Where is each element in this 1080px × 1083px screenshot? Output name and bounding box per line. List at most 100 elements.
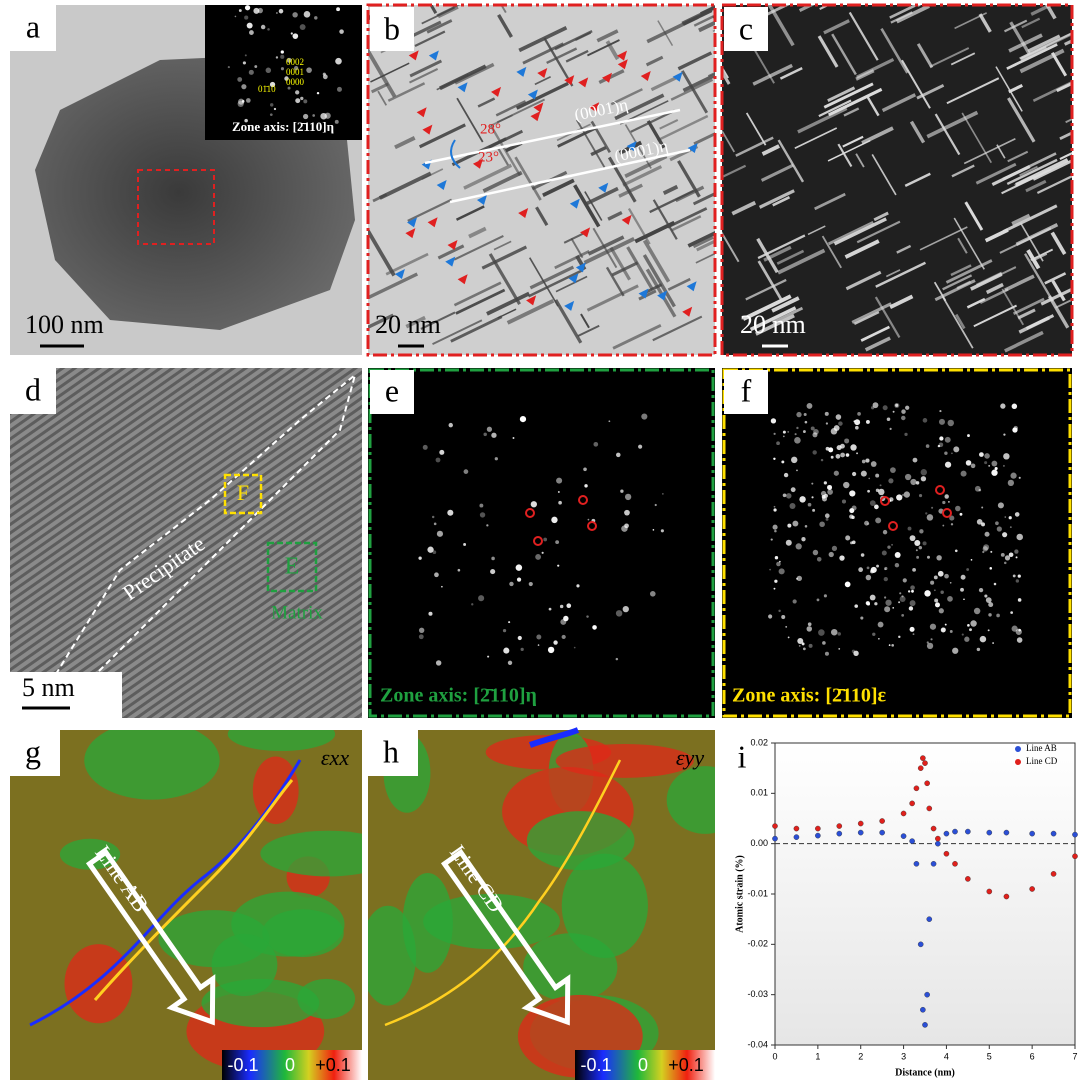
legend-marker	[1015, 746, 1021, 752]
diffraction-spot	[820, 458, 824, 462]
panel-label: b	[384, 10, 400, 46]
precipitate-streak	[1030, 5, 1055, 16]
diffraction-spot	[989, 567, 993, 570]
diffraction-spot	[966, 568, 970, 571]
diffraction-spot	[576, 584, 580, 588]
diffraction-spot	[804, 525, 808, 528]
data-point	[986, 888, 993, 895]
diffraction-spot	[883, 576, 888, 582]
arrowhead	[526, 295, 537, 306]
arrowhead	[422, 124, 433, 135]
precipitate-streak	[506, 298, 555, 325]
precipitate-streak	[1019, 222, 1044, 262]
diffraction-spot	[967, 624, 970, 627]
data-point	[1003, 893, 1010, 900]
y-tick-label: -0.03	[747, 989, 768, 999]
precipitate-streak	[453, 234, 504, 261]
spot-label: 0001	[286, 67, 304, 77]
precipitate-streak	[856, 220, 901, 244]
diffraction-spot	[770, 538, 773, 541]
precipitate-streak	[1032, 80, 1072, 103]
label-box	[724, 7, 768, 51]
precipitate-streak	[953, 217, 985, 270]
precipitate-streak	[605, 40, 620, 61]
precipitate-streak	[871, 154, 897, 196]
diffraction-spot	[825, 422, 829, 425]
diffraction-spot	[973, 607, 981, 615]
diffraction-spot	[418, 556, 422, 560]
marked-spot	[587, 521, 597, 531]
panel-f-image	[722, 368, 1072, 718]
precipitate-streak	[875, 261, 926, 288]
arrowhead	[476, 195, 487, 206]
precipitate-streak	[554, 299, 583, 344]
panel-label: c	[739, 10, 753, 46]
diffraction-spot	[950, 523, 954, 526]
diffraction-spot	[961, 633, 964, 636]
diffraction-spot	[963, 598, 965, 601]
precipitate-streak	[885, 269, 901, 278]
diffraction-spot	[996, 613, 1000, 618]
diffraction-spot	[978, 488, 982, 492]
precipitate-streak	[677, 160, 701, 198]
precipitate-streak	[752, 63, 793, 86]
diffraction-spot	[237, 100, 244, 108]
diffraction-spot	[833, 425, 840, 431]
precipitate-streak	[542, 178, 575, 197]
arrowhead	[516, 66, 527, 77]
data-point	[986, 829, 993, 836]
legend-marker	[1015, 759, 1021, 765]
scale-box	[10, 672, 122, 718]
precipitate-streak	[377, 90, 388, 106]
precipitate-streak	[864, 336, 891, 352]
precipitate-streak	[1019, 32, 1072, 60]
diffraction-spot	[872, 402, 879, 409]
precipitate-streak	[845, 270, 882, 291]
data-point	[943, 850, 950, 857]
diffraction-spot	[773, 505, 776, 508]
diffraction-spot	[293, 66, 299, 71]
precipitate-streak	[745, 278, 787, 301]
precipitate-streak	[818, 99, 852, 118]
precipitate-streak	[926, 110, 979, 139]
data-point	[920, 755, 926, 761]
precipitate-streak	[409, 59, 443, 78]
precipitate-streak	[833, 217, 887, 246]
plane-line	[449, 148, 691, 204]
diffraction-spot	[866, 522, 870, 525]
diffraction-spot	[770, 418, 777, 424]
arrowhead	[682, 306, 693, 317]
diffraction-spot	[879, 484, 882, 487]
precipitate-streak	[1020, 45, 1047, 61]
diffraction-spot	[806, 626, 813, 632]
colorbar-label: -0.1	[580, 1055, 611, 1075]
precipitate-streak	[421, 168, 444, 180]
precipitate-streak	[945, 259, 993, 284]
diffraction-spot	[944, 623, 947, 626]
diffraction-spot	[543, 537, 548, 542]
precipitate-streak	[645, 55, 664, 67]
diffraction-spot	[843, 481, 850, 489]
plane-line	[424, 108, 681, 165]
diffraction-spot	[979, 635, 987, 643]
diffraction-spot	[322, 72, 326, 76]
precipitate-streak	[758, 189, 795, 209]
diffraction-spot	[901, 595, 904, 598]
diffraction-spot	[622, 605, 629, 613]
precipitate-streak	[929, 47, 970, 68]
diffraction-spot	[960, 587, 964, 592]
precipitate-streak	[577, 324, 600, 337]
diffraction-spot	[812, 508, 816, 512]
diffraction-spot	[854, 419, 861, 426]
diffraction-spot	[988, 464, 991, 467]
diffraction-spot	[661, 493, 664, 495]
diffraction-spot	[933, 589, 936, 592]
precipitate-streak	[1017, 308, 1036, 320]
diffraction-spot	[335, 57, 342, 65]
x-axis-label: Distance (nm)	[895, 1067, 955, 1078]
precipitate-streak	[463, 163, 513, 190]
strain-component: εxx	[321, 745, 349, 770]
precipitate-streak	[1018, 316, 1050, 334]
precipitate-streak	[995, 66, 1023, 112]
